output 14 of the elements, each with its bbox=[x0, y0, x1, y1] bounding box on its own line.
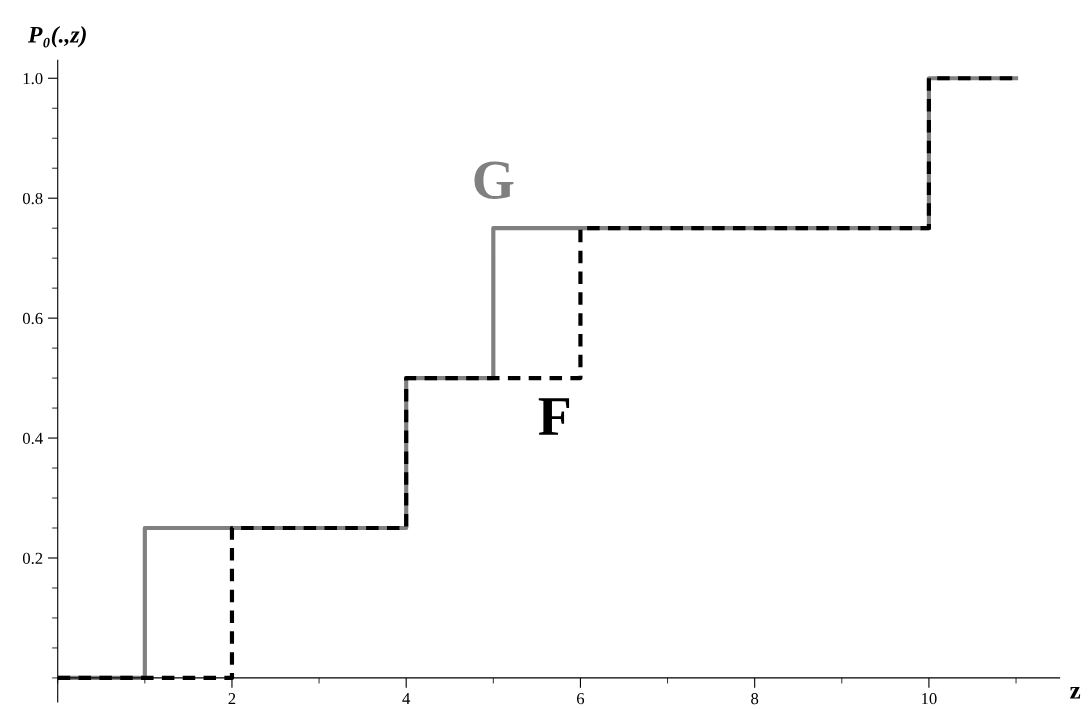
x-tick-label: 10 bbox=[922, 692, 937, 705]
series-label: F bbox=[538, 398, 570, 435]
y-axis-title: P₀(.,z) bbox=[28, 26, 86, 48]
x-tick-label: 4 bbox=[402, 693, 411, 705]
y-tick-label: 0.4 bbox=[22, 432, 43, 445]
x-tick-label: 8 bbox=[751, 692, 759, 705]
x-tick-label: 2 bbox=[228, 693, 236, 705]
y-tick-label: 0.8 bbox=[22, 192, 43, 205]
y-tick-label: 0.6 bbox=[22, 312, 43, 325]
series-label: G bbox=[474, 161, 514, 199]
x-axis-title: z bbox=[1070, 687, 1081, 699]
x-tick-label: 6 bbox=[576, 693, 585, 705]
y-tick-label: 0.2 bbox=[22, 552, 43, 565]
y-tick-label: 1.0 bbox=[23, 72, 43, 85]
